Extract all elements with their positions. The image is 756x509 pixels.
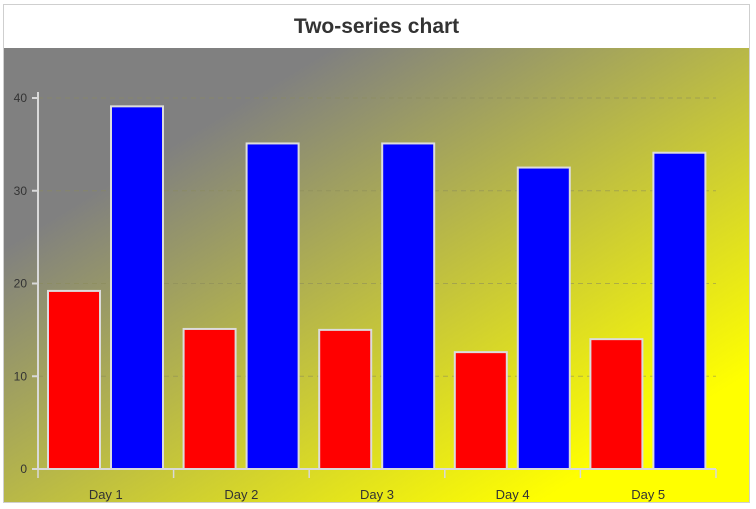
plot-area: 0 10 20 30 40 Day 1 Day 2 Day 3 Day 4 Day 5 — [4, 48, 749, 502]
bar-series-1 — [453, 351, 508, 471]
bar-series-2 — [245, 142, 300, 470]
bar-series-1 — [589, 338, 644, 470]
bar-series-1 — [182, 327, 237, 471]
y-tick-label: 0 — [20, 462, 27, 476]
bar-series-2 — [652, 151, 707, 470]
chart-frame: Two-series chart 0 10 20 30 40 Day 1 Day 2 Day … — [3, 4, 750, 503]
bar-series-1 — [47, 289, 101, 470]
y-tick-label: 20 — [14, 277, 28, 291]
x-tick-label: Day 3 — [360, 487, 394, 502]
chart-title: Two-series chart — [293, 14, 460, 38]
axes: 0 10 20 30 40 Day 1 Day 2 Day 3 Day 4 Day 5 — [14, 91, 717, 502]
bar-series-2 — [110, 105, 164, 470]
bars — [47, 105, 707, 471]
bar-series-2 — [516, 166, 571, 470]
y-tick-label: 10 — [14, 369, 28, 383]
x-tick-label: Day 1 — [89, 487, 123, 502]
y-tick-label: 40 — [14, 91, 28, 105]
x-tick-label: Day 4 — [496, 487, 530, 502]
bar-series-2 — [381, 142, 436, 470]
chart-svg: 0 10 20 30 40 Day 1 Day 2 Day 3 Day 4 Day 5 — [4, 48, 749, 502]
x-tick-label: Day 5 — [631, 487, 665, 502]
bar-series-1 — [318, 328, 373, 470]
y-tick-label: 30 — [14, 184, 28, 198]
x-tick-label: Day 2 — [224, 487, 258, 502]
